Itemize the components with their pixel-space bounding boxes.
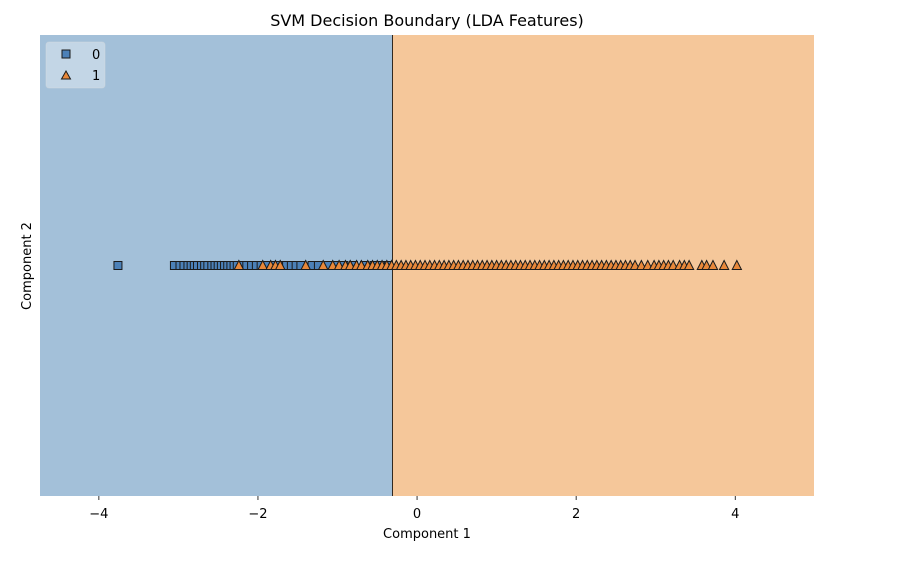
x-tick-label: −4 [89,507,108,522]
data-point [344,259,356,270]
y-axis-label: Component 2 [20,222,35,310]
data-point [274,259,286,270]
data-point [683,259,695,270]
data-point [707,259,719,270]
x-tick-label: 2 [572,507,580,522]
data-point [333,259,345,270]
series-class-1-points [233,259,743,270]
data-point [355,259,367,270]
legend-label-1: 1 [92,69,100,84]
data-point [327,259,339,270]
x-axis-label: Component 1 [383,527,471,542]
data-point [233,259,245,270]
data-point [113,261,123,270]
data-point [257,259,269,270]
legend-marker-triangle-icon [60,69,72,80]
data-point [635,259,647,270]
data-point [629,259,641,270]
data-point [300,259,312,270]
x-tick-label: 0 [413,507,421,522]
data-point [701,259,713,270]
data-point [317,259,329,270]
legend: 0 1 [45,41,106,89]
x-tick-label: 4 [731,507,739,522]
plot-area [40,35,814,496]
data-point [731,259,743,270]
legend-label-0: 0 [92,48,100,63]
data-point [642,259,654,270]
data-point [718,259,730,270]
x-axis: −4 −2 0 2 4 [89,496,739,522]
chart-title: SVM Decision Boundary (LDA Features) [270,11,584,30]
x-tick-label: −2 [248,507,267,522]
data-point [667,259,679,270]
legend-marker-square-icon [61,49,71,59]
legend-box [45,41,106,89]
